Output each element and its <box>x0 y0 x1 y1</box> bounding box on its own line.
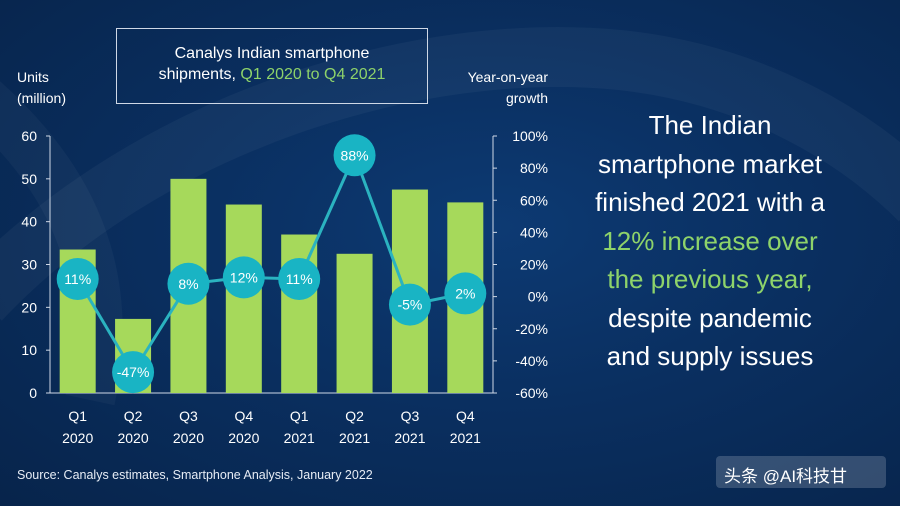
x-tick-label-year: 2021 <box>284 430 315 446</box>
right-tick-label: 40% <box>520 224 548 240</box>
left-tick-label: 60 <box>21 128 37 144</box>
x-tick-label-quarter: Q4 <box>456 408 475 424</box>
x-tick-label-quarter: Q1 <box>290 408 309 424</box>
growth-point-6 <box>333 134 376 177</box>
right-tick-label: 80% <box>520 160 548 176</box>
left-tick-label: 0 <box>29 385 37 401</box>
chart-title-line1: Canalys Indian smartphone <box>174 45 370 62</box>
growth-point-2 <box>112 351 155 394</box>
right-tick-label: -20% <box>515 321 548 337</box>
growth-data-label: 88% <box>341 147 369 163</box>
growth-point-5 <box>278 257 321 300</box>
x-tick-label-quarter: Q4 <box>234 408 253 424</box>
x-tick-label-quarter: Q2 <box>345 408 364 424</box>
source-note: Source: Canalys estimates, Smartphone An… <box>17 468 373 482</box>
right-tick-label: 100% <box>512 128 548 144</box>
x-tick-label-year: 2020 <box>117 430 148 446</box>
statement-line3: finished 2021 with a <box>595 187 825 217</box>
left-axis-title-line1: Units <box>17 69 49 85</box>
growth-point-7 <box>388 283 431 326</box>
growth-data-label: -47% <box>117 364 150 380</box>
x-tick-label-year: 2020 <box>62 430 93 446</box>
watermark-text: 头条 @AI科技甘 <box>724 467 848 486</box>
x-tick-label-year: 2021 <box>394 430 425 446</box>
left-axis-title-line2: (million) <box>17 90 66 106</box>
growth-data-label: 12% <box>230 269 258 285</box>
growth-data-label: 11% <box>64 271 91 287</box>
x-tick-label-quarter: Q2 <box>124 408 143 424</box>
growth-data-label: 2% <box>455 285 475 301</box>
bar-6 <box>336 253 373 393</box>
left-tick-label: 10 <box>21 342 37 358</box>
right-axis-title: Year-on-year growth <box>438 67 548 109</box>
chart-title-line2: shipments, Q1 2020 to Q4 2021 <box>117 64 427 85</box>
statement-line5: the previous year, <box>607 264 813 294</box>
right-axis-title-line1: Year-on-year <box>467 69 548 85</box>
chart-title-box: Canalys Indian smartphone shipments, Q1 … <box>116 28 428 104</box>
right-tick-label: 20% <box>520 257 548 273</box>
x-tick-label-quarter: Q1 <box>68 408 87 424</box>
right-tick-label: -60% <box>515 385 548 401</box>
growth-point-4 <box>222 256 265 299</box>
right-tick-label: -40% <box>515 353 548 369</box>
growth-data-label: 11% <box>286 271 313 287</box>
right-tick-label: 0% <box>528 289 548 305</box>
right-tick-label: 60% <box>520 192 548 208</box>
x-tick-label-quarter: Q3 <box>401 408 420 424</box>
statement-line2: smartphone market <box>598 148 822 179</box>
growth-point-1 <box>56 257 99 300</box>
statement-line6: despite pandemic <box>608 302 812 333</box>
statement-line4: 12% increase over <box>602 225 818 256</box>
x-tick-label-year: 2020 <box>228 430 259 446</box>
growth-data-label: 8% <box>178 276 198 292</box>
growth-point-8 <box>444 272 487 315</box>
right-axis-title-line2: growth <box>505 90 548 106</box>
x-tick-label-year: 2021 <box>339 430 370 446</box>
left-tick-label: 30 <box>21 257 37 273</box>
watermark: 头条 @AI科技甘 <box>716 456 886 488</box>
growth-data-label: -5% <box>397 297 422 313</box>
x-tick-label-year: 2021 <box>450 430 481 446</box>
chart-title-line2-prefix: shipments, <box>158 66 241 83</box>
left-axis-title: Units (million) <box>17 67 66 109</box>
summary-statement: The Indian smartphone market finished 20… <box>565 106 855 376</box>
statement-line7: and supply issues <box>606 341 814 371</box>
x-tick-label-year: 2020 <box>173 430 204 446</box>
chart-title-line2-accent: Q1 2020 to Q4 2021 <box>240 66 386 83</box>
left-tick-label: 40 <box>21 214 37 230</box>
statement-line1: The Indian <box>648 110 772 140</box>
left-tick-label: 20 <box>21 299 37 315</box>
x-tick-label-quarter: Q3 <box>179 408 198 424</box>
left-tick-label: 50 <box>21 171 37 187</box>
bar-4 <box>225 204 262 393</box>
growth-point-3 <box>167 262 210 305</box>
